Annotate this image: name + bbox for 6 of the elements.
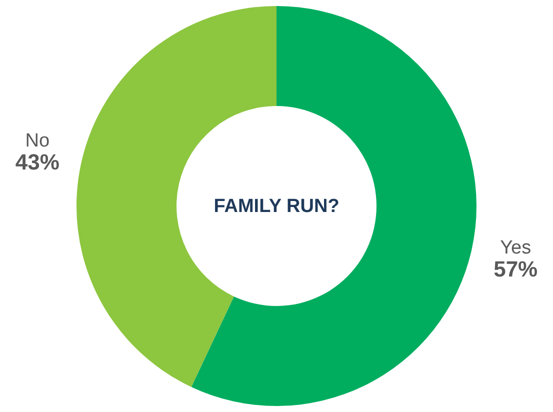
donut-slice (191, 6, 476, 406)
slice-label: Yes (500, 237, 532, 258)
slice-label: No (25, 130, 50, 152)
data-label: 57% (494, 256, 538, 282)
text: FAMILY RUN? (214, 196, 340, 217)
data-label: 43% (15, 150, 60, 175)
